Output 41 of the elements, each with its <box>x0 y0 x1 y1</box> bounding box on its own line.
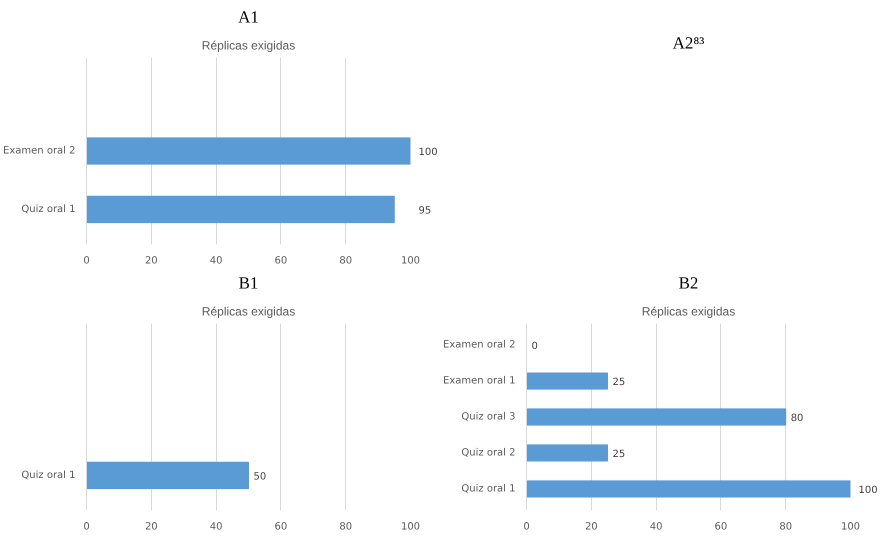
x-tick-label: 0 <box>83 256 90 266</box>
data-label: 95 <box>418 205 432 216</box>
x-tick-label: 100 <box>400 522 420 532</box>
chart-title: A1 <box>238 8 259 26</box>
x-tick-label: 60 <box>274 256 288 266</box>
x-tick-label: 40 <box>210 256 222 266</box>
chart-subtitle: Réplicas exigidas <box>202 38 296 52</box>
data-label: 25 <box>612 377 626 388</box>
x-tick-label: 20 <box>144 256 158 266</box>
data-label: 100 <box>858 484 878 496</box>
x-tick-label: 80 <box>339 256 352 266</box>
data-label: 25 <box>612 448 626 460</box>
data-label: 50 <box>254 471 266 482</box>
x-tick-label: 100 <box>400 256 420 266</box>
y-tick-label: Examen oral 1 <box>443 376 516 387</box>
y-tick-label: Quiz oral 3 <box>461 412 516 422</box>
x-tick-label: 0 <box>83 522 90 532</box>
y-tick-label: Quiz oral 1 <box>21 204 76 215</box>
x-tick-label: 60 <box>274 522 288 532</box>
y-tick-label: Quiz oral 1 <box>21 470 76 481</box>
y-tick-label: Quiz oral 2 <box>461 447 516 458</box>
chart-subtitle: Réplicas exigidas <box>202 304 296 318</box>
x-tick-label: 20 <box>584 522 598 532</box>
y-tick-label: Examen oral 2 <box>3 146 76 156</box>
y-tick-label: Quiz oral 1 <box>461 483 516 494</box>
x-tick-label: 0 <box>523 522 530 532</box>
chart-subtitle: Réplicas exigidas <box>642 304 736 318</box>
x-tick-label: 60 <box>714 522 728 532</box>
x-tick-label: 40 <box>210 522 222 532</box>
x-tick-label: 100 <box>840 522 860 532</box>
x-tick-label: 20 <box>144 522 158 532</box>
x-tick-label: 80 <box>779 522 792 532</box>
text: A2⁸³ <box>672 34 704 52</box>
y-tick-label: Examen oral 2 <box>443 340 516 351</box>
chart-title: B2 <box>678 274 698 292</box>
x-tick-label: 40 <box>650 522 662 532</box>
chart-title: B1 <box>238 274 258 292</box>
data-label: 80 <box>790 413 804 424</box>
data-label: 0 <box>532 341 538 352</box>
x-tick-label: 80 <box>339 522 352 532</box>
data-label: 100 <box>418 147 438 158</box>
